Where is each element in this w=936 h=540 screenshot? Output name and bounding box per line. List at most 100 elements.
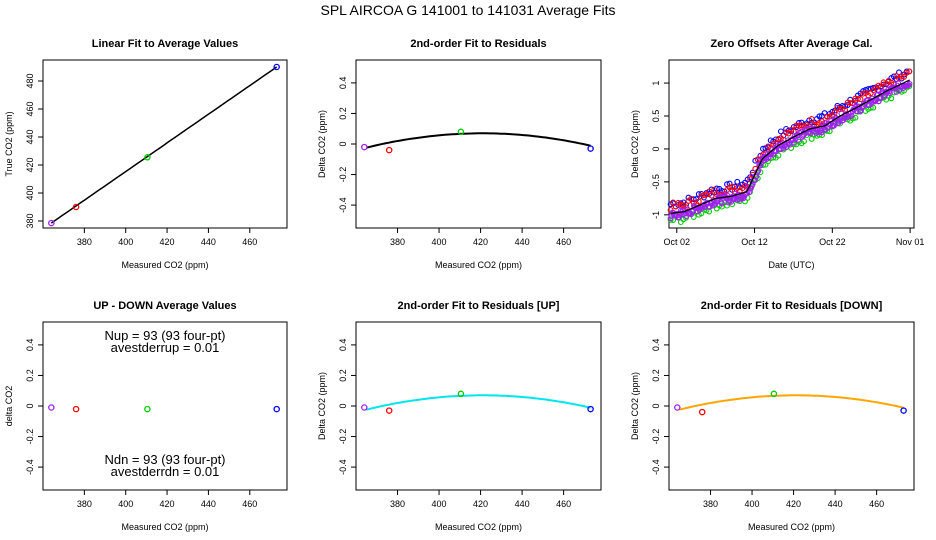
data-point [677,201,684,208]
y-tick-label: -0.2 [338,167,348,183]
y-tick-label: -0.4 [651,459,661,475]
data-point-green [144,154,151,161]
plot-frame [668,321,915,491]
data-point [906,68,913,75]
data-point [824,113,831,120]
data-point [906,80,913,87]
y-tick-label: -1 [651,211,661,219]
x-axis-label: Measured CO2 (ppm) [121,522,208,532]
x-axis-label: Measured CO2 (ppm) [121,260,208,270]
x-tick-label: Oct 02 [664,237,691,247]
y-tick-label: 1 [651,81,661,86]
y-tick-label: 0.2 [338,107,348,120]
x-tick-label: 400 [118,237,133,247]
data-point [808,116,815,122]
data-point [898,73,905,80]
x-tick-label: 380 [77,499,92,509]
y-tick-label: 0 [651,146,661,151]
data-point-red [698,408,706,416]
data-point [888,95,895,102]
x-tick-label: 460 [242,499,257,509]
data-point [724,202,730,209]
y-axis-label: Delta CO2 (ppm) [317,372,327,440]
data-point [777,146,784,153]
data-point-red [385,407,393,414]
y-tick-label: -0.2 [25,429,35,445]
trend-line [670,79,910,214]
x-tick-label: 460 [556,237,571,247]
panel-offsets: Zero Offsets After Average Cal. Date (UTC… [630,38,924,270]
data-point-red [72,203,80,211]
fit-curve [366,132,591,149]
x-tick-label: 380 [77,237,92,247]
data-point-blue [273,63,280,71]
data-point [777,128,784,135]
data-point [726,184,733,191]
y-axis-label: True CO2 (ppm) [4,111,14,176]
y-tick-label: 0.4 [25,339,35,352]
x-tick-label: 400 [118,499,133,509]
data-point [734,178,741,185]
x-tick-label: 420 [160,499,175,509]
y-axis-label: Delta CO2 (ppm) [630,372,640,440]
y-tick-label: 480 [25,73,35,88]
plot-frame [668,59,915,229]
data-point [857,96,864,103]
x-tick-label: 400 [432,237,447,247]
y-tick-label: -0.5 [651,174,661,190]
data-point [847,100,854,106]
x-tick-label: 380 [390,237,405,247]
annotation-avestderrup: avestderrup = 0.01 [111,340,220,355]
data-point [816,113,823,120]
annotation-nup: Nup = 93 (93 four-pt) [104,328,225,343]
x-tick-label: 440 [828,499,843,509]
data-point-purple [674,404,681,411]
figure-title: SPL AIRCOA G 141001 to 141031 Average Fi… [321,2,616,18]
data-point [706,188,713,195]
data-point-red [72,405,80,413]
data-point [729,183,736,190]
y-tick-label: 0.5 [651,110,661,123]
panel-title: UP - DOWN Average Values [93,300,236,312]
x-axis-label: Measured CO2 (ppm) [748,522,835,532]
y-axis-label: Delta CO2 (ppm) [630,110,640,178]
data-point-green [144,405,151,413]
x-tick-label: 380 [703,499,718,509]
data-point-blue [587,405,594,413]
data-point [901,73,908,80]
panel-title: 2nd-order Fit to Residuals [UP] [398,300,560,312]
panel-linear: Linear Fit to Average Values Measured CO2… [4,38,288,270]
panel-title: Zero Offsets After Average Cal. [711,38,873,50]
x-tick-label: 400 [745,499,760,509]
data-point [870,85,877,91]
x-tick-label: 440 [201,237,216,247]
x-tick-label: Oct 12 [741,237,768,247]
x-axis-label: Measured CO2 (ppm) [435,260,522,270]
plot-frame [42,59,288,229]
data-point [800,132,807,139]
data-point [718,200,725,207]
data-point [700,192,707,199]
panel-title: 2nd-order Fit to Residuals [410,38,546,50]
data-point [831,109,838,116]
data-point [795,136,802,143]
annotation-ndn: Ndn = 93 (93 four-pt) [104,452,225,467]
data-point-purple [361,143,368,151]
panels: Linear Fit to Average Values Measured CO2… [4,38,924,532]
x-tick-label: 400 [432,499,447,509]
x-tick-label: 440 [201,499,216,509]
y-tick-label: 0.4 [338,77,348,90]
data-point-purple [48,404,55,411]
data-point-blue [900,407,907,414]
y-tick-label: -0.2 [338,429,348,445]
x-tick-label: 460 [556,499,571,509]
y-tick-label: 0 [651,403,661,408]
data-point-blue [587,145,594,152]
y-axis-label: Delta CO2 (ppm) [317,110,327,178]
data-point [854,95,861,102]
y-tick-label: 440 [25,129,35,144]
y-tick-label: -0.4 [338,459,348,475]
y-tick-label: 400 [25,185,35,200]
fit-curve [366,394,591,411]
